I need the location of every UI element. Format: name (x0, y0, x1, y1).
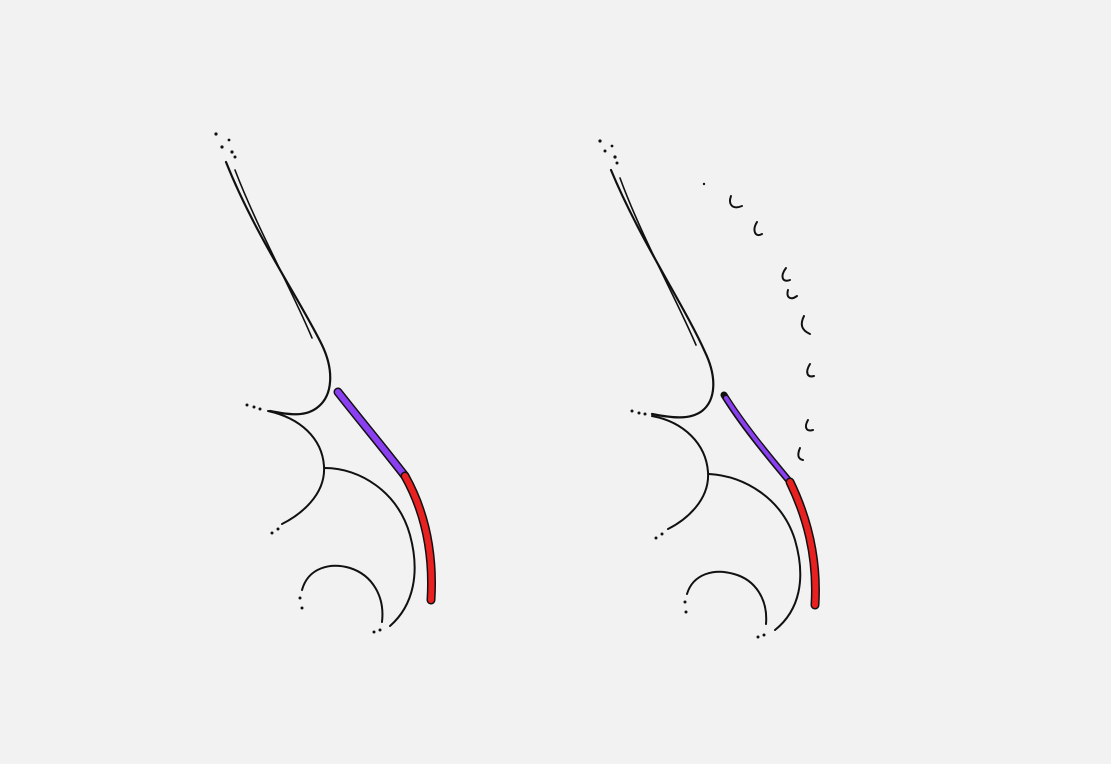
left-red-fill (402, 473, 435, 603)
right-loop-dots (683, 600, 688, 614)
right-inner-contour (619, 177, 697, 346)
right-junction-curve (651, 415, 710, 530)
left-lower-dots (270, 527, 280, 535)
left-bottom-dots (372, 628, 382, 634)
right-branch-curve (708, 473, 802, 631)
left-top-dots (214, 132, 237, 159)
left-purple-fill (335, 389, 408, 479)
left-loop-arc (301, 564, 384, 623)
left-junction-dots (245, 403, 262, 411)
left-inner-contour (234, 169, 313, 339)
left-junction-curve (267, 410, 326, 525)
right-outer-contour (609, 168, 715, 419)
left-branch-curve (324, 467, 416, 627)
right-sketch (598, 139, 820, 639)
right-bottom-dots (756, 633, 766, 639)
left-loop-dots (298, 596, 304, 610)
left-sketch (214, 132, 436, 634)
right-loop-arc (686, 570, 768, 625)
left-outer-contour (224, 160, 332, 416)
right-lower-dots (654, 532, 664, 540)
right-junction-dots (630, 409, 647, 416)
right-top-dots (598, 139, 619, 165)
right-dashed-arc (702, 182, 815, 461)
right-red-fill (787, 479, 819, 608)
right-purple-fill (724, 396, 792, 484)
